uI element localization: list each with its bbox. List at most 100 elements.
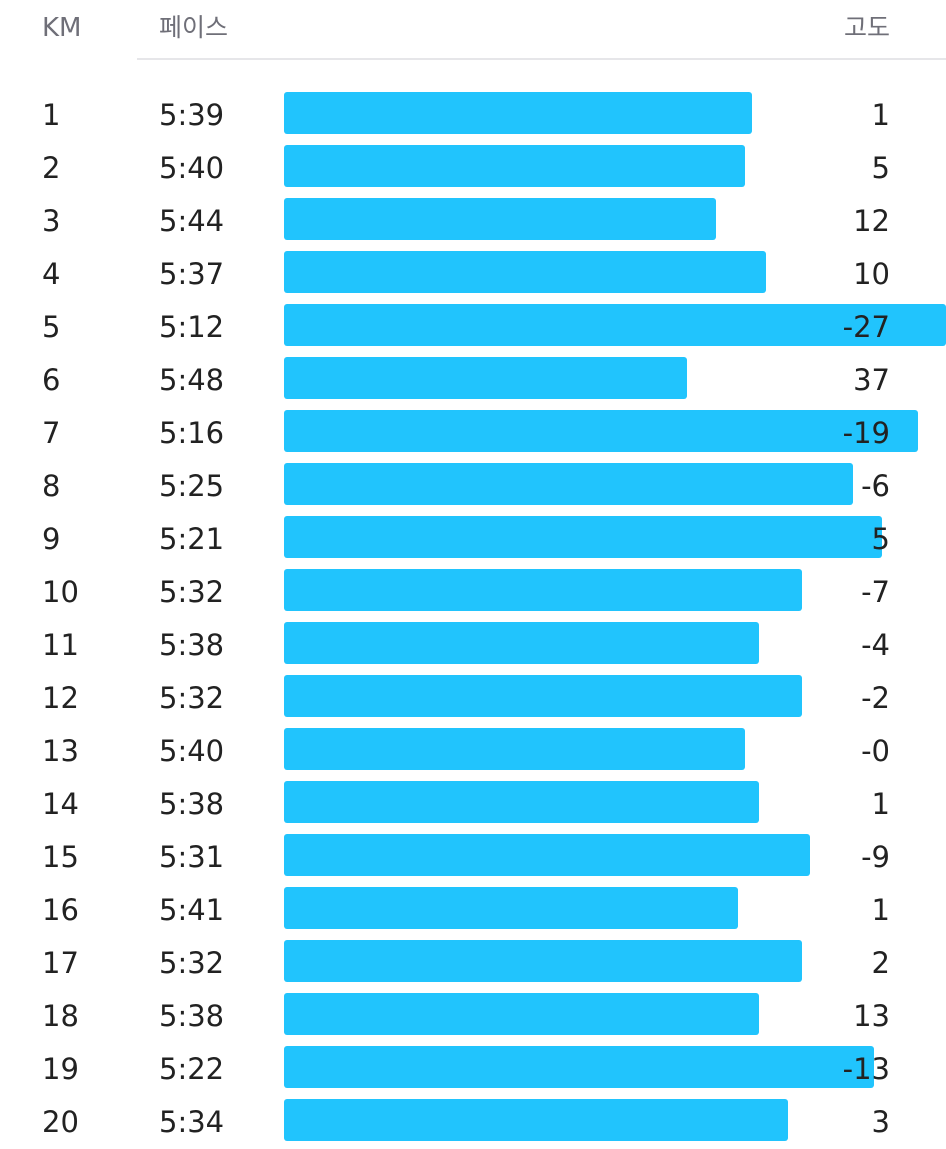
pace-bar xyxy=(284,304,946,346)
split-row: 7 5:16 -19 xyxy=(0,407,946,460)
pace-bar xyxy=(284,410,918,452)
split-elevation: 5 xyxy=(871,522,890,556)
split-pace: 5:37 xyxy=(159,257,225,291)
split-row: 6 5:48 37 xyxy=(0,354,946,407)
splits-list: 1 5:39 1 2 5:40 5 3 5:44 12 4 5:37 10 5 5:12 -27 6 5:48 3… xyxy=(0,89,946,1149)
pace-bar xyxy=(284,1099,788,1141)
pace-bar-track xyxy=(284,145,804,187)
split-km: 2 xyxy=(42,151,61,185)
pace-bar-track xyxy=(284,92,804,134)
split-pace: 5:32 xyxy=(159,681,225,715)
split-row: 1 5:39 1 xyxy=(0,89,946,142)
split-pace: 5:48 xyxy=(159,363,225,397)
pace-bar xyxy=(284,516,882,558)
split-pace: 5:39 xyxy=(159,98,225,132)
split-pace: 5:21 xyxy=(159,522,225,556)
pace-bar xyxy=(284,198,716,240)
split-row: 4 5:37 10 xyxy=(0,248,946,301)
pace-bar xyxy=(284,251,767,293)
split-elevation: -27 xyxy=(842,310,890,344)
split-pace: 5:16 xyxy=(159,416,225,450)
split-pace: 5:31 xyxy=(159,840,225,874)
split-row: 18 5:38 13 xyxy=(0,990,946,1043)
pace-bar-track xyxy=(284,198,804,240)
split-pace: 5:12 xyxy=(159,310,225,344)
split-pace: 5:44 xyxy=(159,204,225,238)
split-km: 14 xyxy=(42,787,79,821)
pace-bar-track xyxy=(284,1099,804,1141)
pace-bar-track xyxy=(284,1046,875,1088)
split-pace: 5:34 xyxy=(159,1105,225,1139)
pace-bar-track xyxy=(284,569,804,611)
split-row: 3 5:44 12 xyxy=(0,195,946,248)
pace-column-header: 페이스 xyxy=(159,13,229,42)
split-pace: 5:32 xyxy=(159,946,225,980)
split-pace: 5:38 xyxy=(159,787,225,821)
split-pace: 5:22 xyxy=(159,1052,225,1086)
split-elevation: 13 xyxy=(853,999,890,1033)
pace-bar xyxy=(284,145,745,187)
split-row: 12 5:32 -2 xyxy=(0,672,946,725)
pace-bar xyxy=(284,569,803,611)
split-km: 17 xyxy=(42,946,79,980)
split-km: 6 xyxy=(42,363,61,397)
split-row: 5 5:12 -27 xyxy=(0,301,946,354)
split-km: 20 xyxy=(42,1105,79,1139)
split-row: 15 5:31 -9 xyxy=(0,831,946,884)
split-elevation: 5 xyxy=(871,151,890,185)
pace-bar-track xyxy=(284,781,804,823)
split-row: 9 5:21 5 xyxy=(0,513,946,566)
split-elevation: -19 xyxy=(842,416,890,450)
split-row: 10 5:32 -7 xyxy=(0,566,946,619)
split-km: 8 xyxy=(42,469,61,503)
pace-bar xyxy=(284,834,810,876)
split-elevation: 1 xyxy=(871,98,890,132)
split-elevation: 1 xyxy=(871,787,890,821)
pace-bar xyxy=(284,463,853,505)
split-row: 19 5:22 -13 xyxy=(0,1043,946,1096)
split-elevation: 1 xyxy=(871,893,890,927)
split-pace: 5:25 xyxy=(159,469,225,503)
split-elevation: -9 xyxy=(861,840,890,874)
split-elevation: -13 xyxy=(842,1052,890,1086)
split-km: 13 xyxy=(42,734,79,768)
pace-bar xyxy=(284,993,760,1035)
split-km: 1 xyxy=(42,98,61,132)
pace-bar-track xyxy=(284,304,946,346)
pace-bar-track xyxy=(284,940,804,982)
pace-bar xyxy=(284,1046,875,1088)
pace-bar xyxy=(284,940,803,982)
pace-bar-track xyxy=(284,993,804,1035)
split-elevation: -4 xyxy=(861,628,890,662)
split-row: 2 5:40 5 xyxy=(0,142,946,195)
split-km: 11 xyxy=(42,628,79,662)
split-km: 15 xyxy=(42,840,79,874)
pace-bar xyxy=(284,622,760,664)
split-km: 3 xyxy=(42,204,61,238)
split-pace: 5:38 xyxy=(159,628,225,662)
pace-bar-track xyxy=(284,834,810,876)
split-row: 8 5:25 -6 xyxy=(0,460,946,513)
split-row: 16 5:41 1 xyxy=(0,884,946,937)
km-column-header: KM xyxy=(42,13,82,43)
split-elevation: -0 xyxy=(861,734,890,768)
pace-bar-track xyxy=(284,251,804,293)
pace-bar-track xyxy=(284,516,882,558)
pace-bar-track xyxy=(284,622,804,664)
split-km: 7 xyxy=(42,416,61,450)
split-row: 20 5:34 3 xyxy=(0,1096,946,1149)
split-km: 4 xyxy=(42,257,61,291)
split-elevation: 2 xyxy=(871,946,890,980)
pace-bar-track xyxy=(284,410,918,452)
split-pace: 5:40 xyxy=(159,151,225,185)
split-elevation: 12 xyxy=(853,204,890,238)
split-elevation: -7 xyxy=(861,575,890,609)
split-row: 14 5:38 1 xyxy=(0,778,946,831)
pace-bar-track xyxy=(284,357,804,399)
pace-bar xyxy=(284,781,760,823)
split-pace: 5:38 xyxy=(159,999,225,1033)
split-elevation: -6 xyxy=(861,469,890,503)
pace-bar xyxy=(284,675,803,717)
pace-bar-track xyxy=(284,887,804,929)
elevation-column-header: 고도 xyxy=(843,13,890,42)
